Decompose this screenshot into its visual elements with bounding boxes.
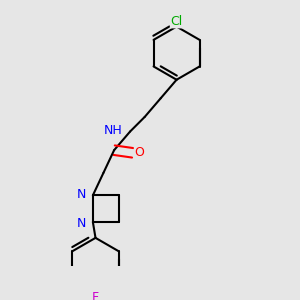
Text: Cl: Cl xyxy=(170,15,183,28)
Text: N: N xyxy=(77,217,86,230)
Text: N: N xyxy=(77,188,86,200)
Text: F: F xyxy=(92,291,99,300)
Text: O: O xyxy=(134,146,144,159)
Text: NH: NH xyxy=(103,124,122,137)
